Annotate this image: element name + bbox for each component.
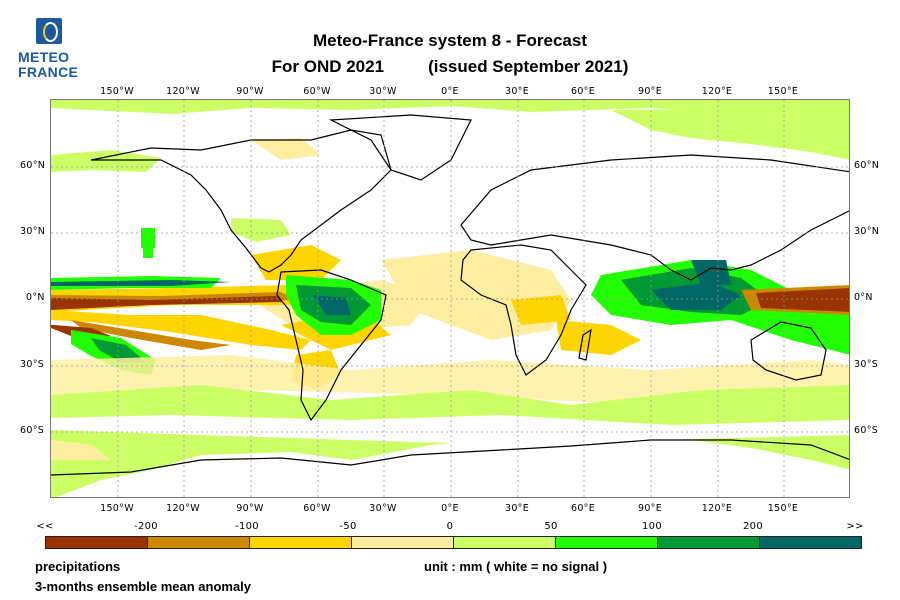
colorbar-label: << [36,521,54,532]
lon-label: 60°W [303,86,331,97]
colorbar-swatch [454,537,556,548]
lon-label: 30°E [504,86,530,97]
colorbar-label: 50 [544,521,558,532]
lon-label: 30°W [369,503,397,514]
lon-label: 150°W [100,86,134,97]
lon-label: 90°W [236,86,264,97]
lat-label: 30°N [20,226,46,237]
lat-label: 30°S [854,359,879,370]
colorbar-label: 100 [642,521,662,532]
colorbar-label: -50 [339,521,357,532]
lon-label: 0°E [441,86,459,97]
lon-label: 30°W [369,86,397,97]
colorbar-swatch [352,537,454,548]
lon-label: 120°W [166,86,200,97]
lon-label: 90°E [637,86,663,97]
lon-label: 90°W [236,503,264,514]
logo-text-line2: FRANCE [18,64,79,80]
lon-label: 60°E [570,503,596,514]
logo-text-line1: METEO [18,49,70,65]
meteo-france-logo: METEO FRANCE [18,16,84,82]
colorbar-label: 200 [743,521,763,532]
colorbar [45,536,862,549]
lon-label: 60°W [303,503,331,514]
colorbar-swatch [556,537,658,548]
lon-label: 30°E [504,503,530,514]
variable-label: precipitations [35,559,121,574]
lat-label: 0°N [854,292,873,303]
lon-label: 0°E [441,503,459,514]
description-label: 3-months ensemble mean anomaly [35,579,252,594]
chart-title: Meteo-France system 8 - Forecast [313,31,587,50]
lat-label: 30°S [20,359,45,370]
colorbar-label: -100 [235,521,259,532]
lon-label: 150°E [767,503,799,514]
issue-date: (issued September 2021) [428,57,629,76]
colorbar-swatch [46,537,148,548]
colorbar-label: -200 [134,521,158,532]
lat-label: 30°N [854,226,880,237]
lat-label: 0°N [26,292,45,303]
colorbar-label: 0 [446,521,454,532]
colorbar-swatch [760,537,861,548]
precipitation-anomaly-map [50,99,850,498]
map-canvas [51,100,849,497]
lon-label: 150°E [767,86,799,97]
unit-note: unit : mm ( white = no signal ) [424,559,608,574]
lon-label: 120°W [166,503,200,514]
lon-label: 90°E [637,503,663,514]
lat-label: 60°S [854,425,879,436]
lon-label: 120°E [701,503,733,514]
forecast-period: For OND 2021 [271,57,385,76]
colorbar-swatch [250,537,352,548]
lat-label: 60°N [20,160,46,171]
colorbar-swatch [658,537,760,548]
colorbar-swatch [148,537,250,548]
chart-subtitle: For OND 2021 (issued September 2021) [0,57,900,77]
colorbar-label: >> [846,521,864,532]
lat-label: 60°N [854,160,880,171]
lon-label: 120°E [701,86,733,97]
lon-label: 150°W [100,503,134,514]
lat-label: 60°S [20,425,45,436]
lon-label: 60°E [570,86,596,97]
logo-emblem-icon [36,18,62,44]
